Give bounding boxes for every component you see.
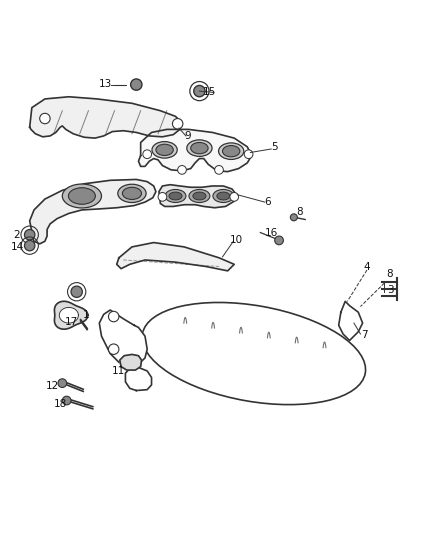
- Text: 4: 4: [364, 262, 370, 272]
- Polygon shape: [117, 243, 234, 271]
- Text: 2: 2: [14, 230, 21, 240]
- Text: 15: 15: [203, 87, 216, 98]
- Polygon shape: [159, 184, 237, 208]
- Ellipse shape: [169, 192, 182, 200]
- Circle shape: [158, 192, 167, 201]
- Polygon shape: [125, 367, 152, 391]
- Text: 13: 13: [99, 79, 112, 88]
- Text: 9: 9: [184, 131, 191, 141]
- Circle shape: [173, 118, 183, 129]
- Polygon shape: [54, 301, 88, 329]
- Text: 8: 8: [296, 207, 303, 217]
- Text: 12: 12: [46, 381, 60, 391]
- Circle shape: [275, 236, 283, 245]
- Ellipse shape: [189, 189, 210, 203]
- Ellipse shape: [217, 192, 230, 200]
- Text: 17: 17: [64, 317, 78, 327]
- Circle shape: [71, 286, 82, 297]
- Circle shape: [25, 230, 35, 240]
- Circle shape: [109, 344, 119, 354]
- Text: 14: 14: [11, 242, 24, 252]
- Polygon shape: [138, 130, 252, 172]
- Ellipse shape: [213, 189, 234, 203]
- Text: 6: 6: [265, 197, 271, 207]
- Circle shape: [178, 166, 186, 174]
- Ellipse shape: [187, 140, 212, 156]
- Circle shape: [40, 114, 50, 124]
- Ellipse shape: [152, 142, 177, 158]
- Circle shape: [62, 396, 71, 405]
- Circle shape: [131, 79, 142, 90]
- Circle shape: [58, 379, 67, 387]
- Circle shape: [290, 214, 297, 221]
- Ellipse shape: [68, 188, 95, 204]
- Polygon shape: [30, 180, 156, 244]
- Ellipse shape: [223, 146, 240, 157]
- Text: 1: 1: [83, 310, 89, 320]
- Polygon shape: [99, 310, 147, 367]
- Text: 7: 7: [361, 330, 368, 340]
- Polygon shape: [59, 308, 78, 323]
- Polygon shape: [339, 301, 363, 341]
- Circle shape: [230, 192, 239, 201]
- Polygon shape: [30, 97, 182, 138]
- Text: 5: 5: [272, 142, 278, 152]
- Text: 3: 3: [388, 286, 394, 295]
- Circle shape: [25, 240, 35, 251]
- Ellipse shape: [193, 192, 206, 200]
- Text: 10: 10: [230, 236, 243, 245]
- Text: 8: 8: [386, 269, 393, 279]
- Ellipse shape: [62, 184, 102, 208]
- Polygon shape: [120, 354, 141, 370]
- Text: 11: 11: [111, 366, 125, 376]
- Circle shape: [143, 150, 152, 158]
- Text: 18: 18: [53, 399, 67, 409]
- Ellipse shape: [156, 144, 173, 156]
- Circle shape: [244, 150, 253, 158]
- Circle shape: [109, 311, 119, 322]
- Ellipse shape: [191, 142, 208, 154]
- Circle shape: [194, 85, 205, 97]
- Ellipse shape: [118, 184, 146, 203]
- Ellipse shape: [165, 189, 186, 203]
- Text: 16: 16: [265, 228, 278, 238]
- Ellipse shape: [219, 143, 244, 159]
- Circle shape: [215, 166, 223, 174]
- Ellipse shape: [122, 187, 141, 199]
